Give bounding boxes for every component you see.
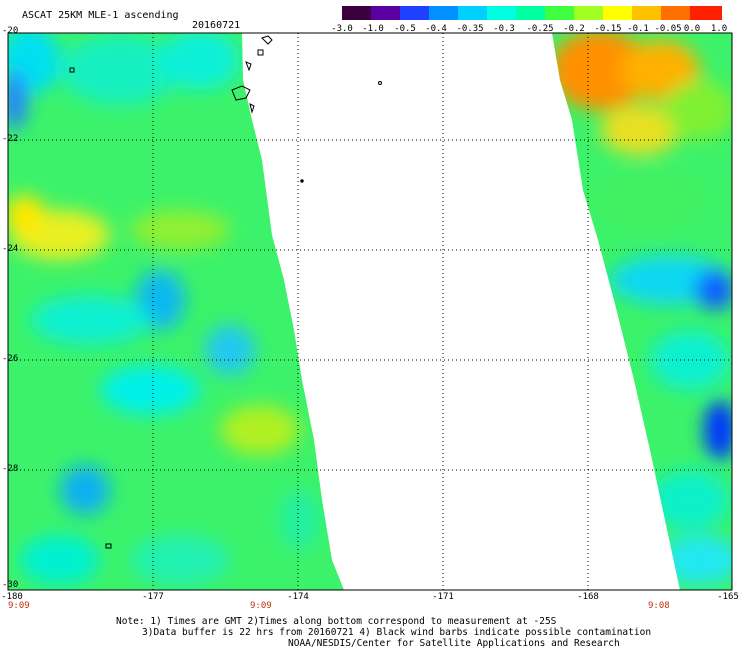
cb-seg-11 — [661, 6, 690, 20]
cb-label: -0.2 — [563, 24, 585, 34]
date-label: 20160721 — [192, 20, 241, 31]
note-line-1: Note: 1) Times are GMT 2)Times along bot… — [116, 616, 557, 627]
lat-label: -24 — [2, 244, 19, 254]
islands — [69, 35, 382, 549]
lon-label: -177 — [142, 592, 164, 602]
lat-label: -26 — [2, 354, 19, 364]
cb-seg-6 — [516, 6, 545, 20]
product-title: ASCAT 25KM MLE-1 ascending — [22, 10, 179, 21]
lat-label: -22 — [2, 134, 19, 144]
lon-label: -174 — [287, 592, 309, 602]
pass-time: 9:08 — [648, 601, 670, 611]
cb-label: 0.0 — [683, 24, 701, 34]
cb-seg-12 — [690, 6, 722, 20]
cb-label: -0.05 — [654, 24, 682, 34]
cb-label: -0.35 — [456, 24, 484, 34]
cb-seg-1 — [371, 6, 400, 20]
cb-seg-10 — [632, 6, 661, 20]
right-swath — [552, 33, 732, 590]
cb-seg-3 — [429, 6, 458, 20]
pass-time: 9:09 — [8, 601, 30, 611]
cb-seg-4 — [458, 6, 487, 20]
lon-label: -180 — [1, 592, 23, 602]
pass-time: 9:09 — [250, 601, 272, 611]
cb-label: -1.0 — [362, 24, 384, 34]
cb-label: -0.5 — [394, 24, 416, 34]
lat-label: -20 — [2, 26, 19, 36]
cb-label: 1.0 — [710, 24, 728, 34]
lat-label: -30 — [2, 580, 19, 590]
cb-label: -0.3 — [493, 24, 515, 34]
cb-seg-2 — [400, 6, 429, 20]
note-line-2: 3)Data buffer is 22 hrs from 20160721 4)… — [142, 627, 652, 638]
lat-label: -28 — [2, 464, 19, 474]
map-frame — [7, 32, 733, 591]
cb-label: -0.4 — [425, 24, 447, 34]
lon-label: -165 — [717, 592, 739, 602]
lon-label: -171 — [432, 592, 454, 602]
cb-label: -0.25 — [526, 24, 554, 34]
cb-label: -0.15 — [594, 24, 622, 34]
cb-seg-0 — [342, 6, 371, 20]
cb-label: -3.0 — [331, 24, 353, 34]
cb-seg-5 — [487, 6, 516, 20]
cb-seg-8 — [574, 6, 603, 20]
cb-seg-9 — [603, 6, 632, 20]
cb-seg-7 — [545, 6, 574, 20]
lon-label: -168 — [577, 592, 599, 602]
gridlines — [8, 33, 732, 590]
note-line-3: NOAA/NESDIS/Center for Satellite Applica… — [288, 638, 620, 649]
cb-label: -0.1 — [627, 24, 649, 34]
